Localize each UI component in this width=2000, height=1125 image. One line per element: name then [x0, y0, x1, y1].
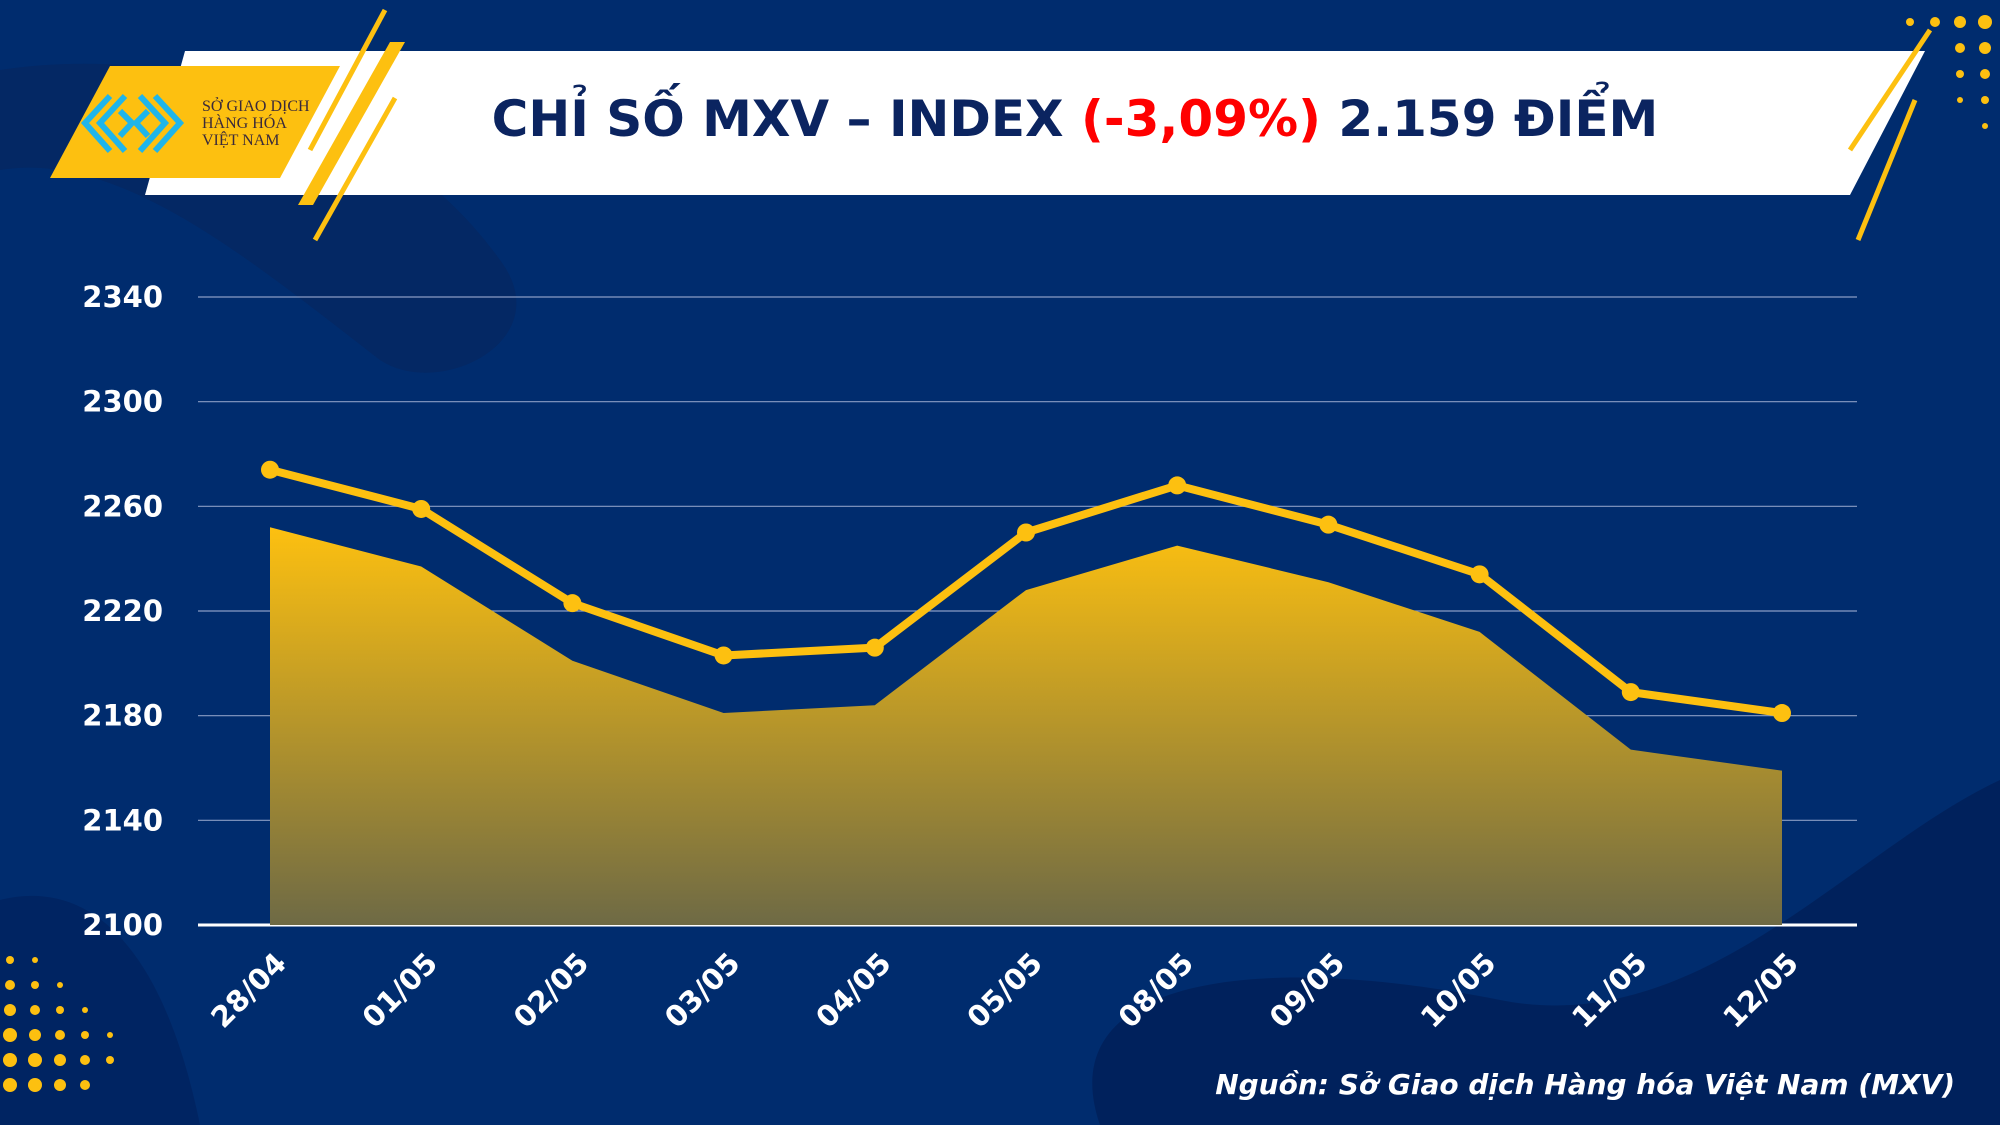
data-point	[412, 499, 431, 518]
y-tick-label: 2100	[82, 908, 163, 942]
data-point	[714, 646, 733, 665]
data-point	[261, 460, 279, 479]
corner-dots	[3, 956, 114, 1092]
y-tick-label: 2340	[82, 280, 163, 314]
title-prefix: CHỈ SỐ MXV – INDEX	[491, 90, 1082, 148]
y-tick-label: 2220	[82, 594, 163, 628]
data-point	[1017, 523, 1035, 542]
x-tick-label: 09/05	[1263, 946, 1352, 1035]
x-tick-label: 03/05	[658, 946, 747, 1035]
title-suffix: 2.159 ĐIỂM	[1320, 90, 1659, 148]
x-tick-label: 10/05	[1414, 946, 1503, 1035]
banner-stripes	[298, 8, 1992, 242]
data-point	[865, 638, 884, 657]
data-point	[563, 594, 582, 613]
logo-line-2: HÀNG HÓA	[202, 115, 287, 132]
logo-line-1: SỞ GIAO DỊCH	[202, 98, 310, 115]
data-point	[1168, 476, 1187, 495]
data-point	[1773, 704, 1791, 723]
x-tick-label: 12/05	[1716, 946, 1805, 1035]
y-tick-label: 2180	[82, 699, 163, 733]
y-tick-label: 2300	[82, 385, 163, 419]
source-note: Nguồn: Sở Giao dịch Hàng hóa Việt Nam (M…	[1215, 1068, 1955, 1101]
y-tick-label: 2140	[82, 803, 163, 837]
logo-line-3: VIỆT NAM	[202, 132, 280, 149]
x-tick-label: 04/05	[809, 946, 898, 1035]
logo-text: SỞ GIAO DỊCH HÀNG HÓA VIỆT NAM	[202, 98, 310, 149]
area-series	[270, 527, 1782, 925]
x-tick-label: 08/05	[1112, 946, 1201, 1035]
data-point	[1470, 565, 1489, 584]
x-tick-label: 02/05	[507, 946, 596, 1035]
x-tick-label: 28/04	[204, 946, 293, 1035]
x-tick-label: 11/05	[1565, 946, 1654, 1035]
x-tick-label: 01/05	[356, 946, 445, 1035]
page-title: CHỈ SỐ MXV – INDEX (-3,09%) 2.159 ĐIỂM	[300, 90, 1850, 148]
data-point	[1319, 515, 1338, 534]
y-tick-label: 2260	[82, 489, 163, 523]
title-banner	[145, 51, 1925, 195]
x-tick-label: 05/05	[960, 946, 1049, 1035]
data-point	[1621, 683, 1640, 702]
logo-mark-icon	[80, 91, 200, 161]
change-percent: (-3,09%)	[1081, 90, 1321, 148]
